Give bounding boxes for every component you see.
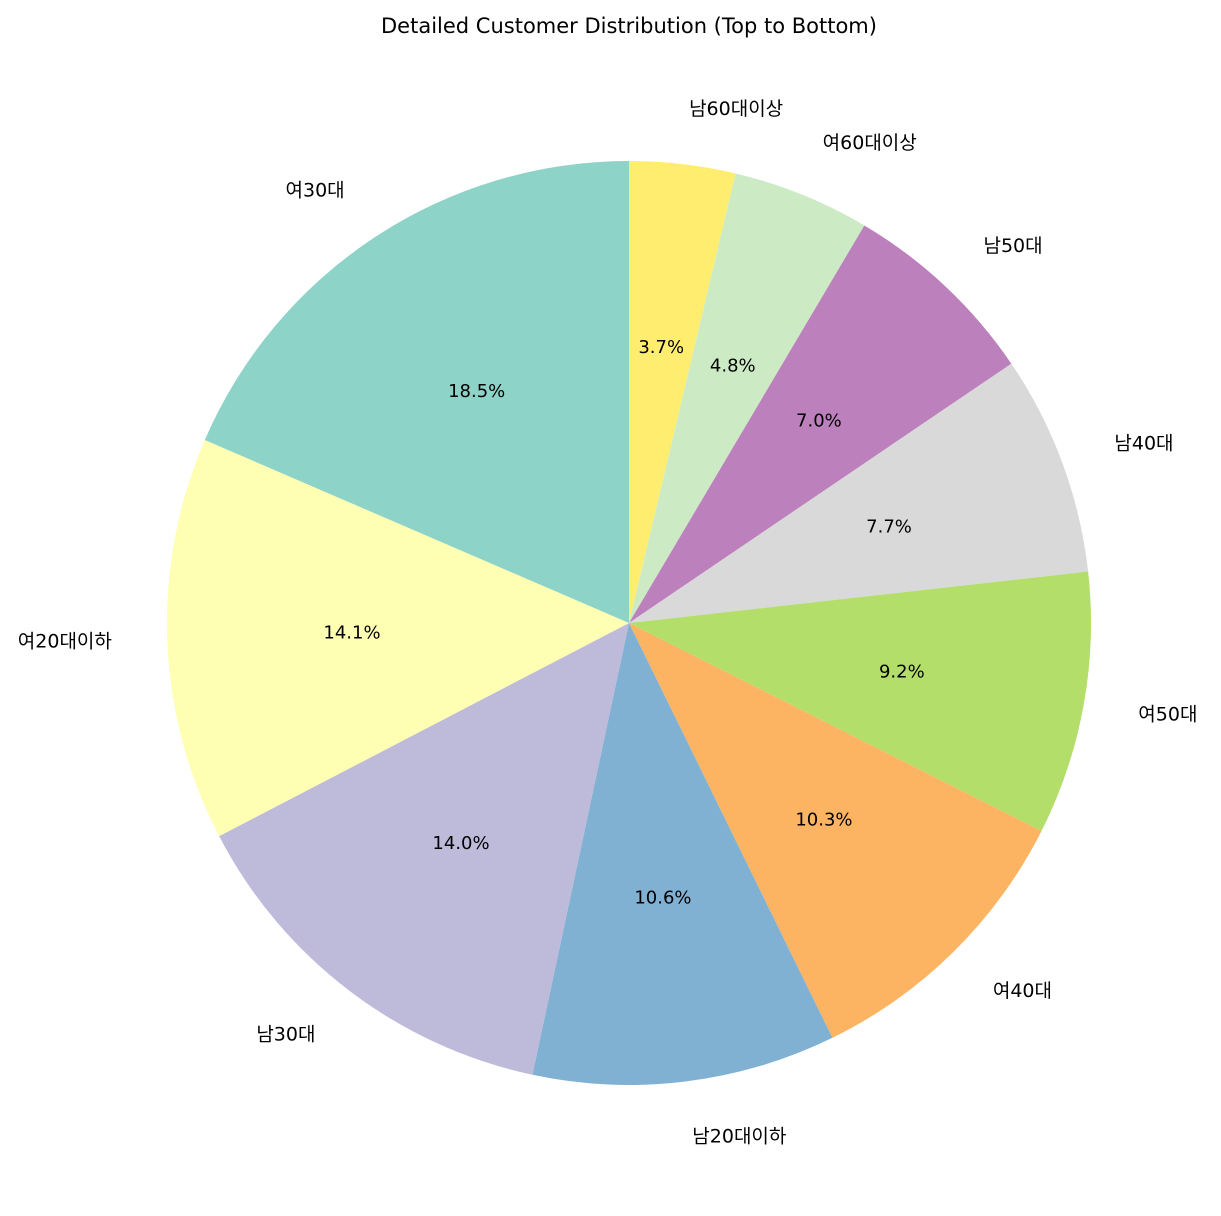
pie-slice	[219, 623, 629, 1075]
slice-percent-label: 4.8%	[710, 355, 756, 376]
slice-category-label: 남30대	[256, 1024, 315, 1046]
slice-category-label: 남60대이상	[689, 98, 783, 120]
slice-category-label: 남20대이하	[692, 1126, 786, 1148]
slice-category-label: 여30대	[286, 180, 345, 202]
slice-percent-label: 14.1%	[323, 623, 380, 644]
slice-category-label: 여60대이상	[823, 132, 917, 154]
pie-slice	[629, 225, 1012, 624]
slice-category-label: 여20대이하	[18, 631, 112, 653]
pie-slice	[532, 623, 833, 1085]
slice-percent-label: 10.6%	[634, 888, 691, 909]
slice-category-label: 여40대	[993, 980, 1052, 1002]
pie-slice	[629, 173, 865, 624]
slice-percent-label: 14.0%	[432, 833, 489, 854]
slice-percent-label: 3.7%	[638, 337, 684, 358]
slice-percent-label: 7.7%	[866, 516, 912, 537]
pie-slices	[166, 161, 1091, 1085]
slice-percent-label: 7.0%	[796, 411, 842, 432]
pie-slice	[629, 363, 1089, 623]
slice-percent-label: 18.5%	[448, 381, 505, 402]
pie-slice	[166, 440, 629, 837]
pie-slice	[629, 571, 1091, 831]
pie-slice	[629, 161, 736, 623]
pie-slice	[204, 161, 629, 623]
slice-category-label: 남40대	[1114, 433, 1173, 455]
slice-category-label: 남50대	[983, 235, 1042, 257]
slice-percent-label: 10.3%	[795, 810, 852, 831]
pie-slice	[629, 623, 1042, 1038]
slice-percent-label: 9.2%	[879, 661, 925, 682]
pie-labels: 3.7% 남60대이상 4.8% 여60대이상 7.0% 남50대 7.7% 남40대 9.2%…	[18, 98, 1198, 1147]
chart-title: Detailed Customer Distribution (Top to B…	[381, 14, 877, 38]
slice-category-label: 여50대	[1138, 703, 1197, 725]
